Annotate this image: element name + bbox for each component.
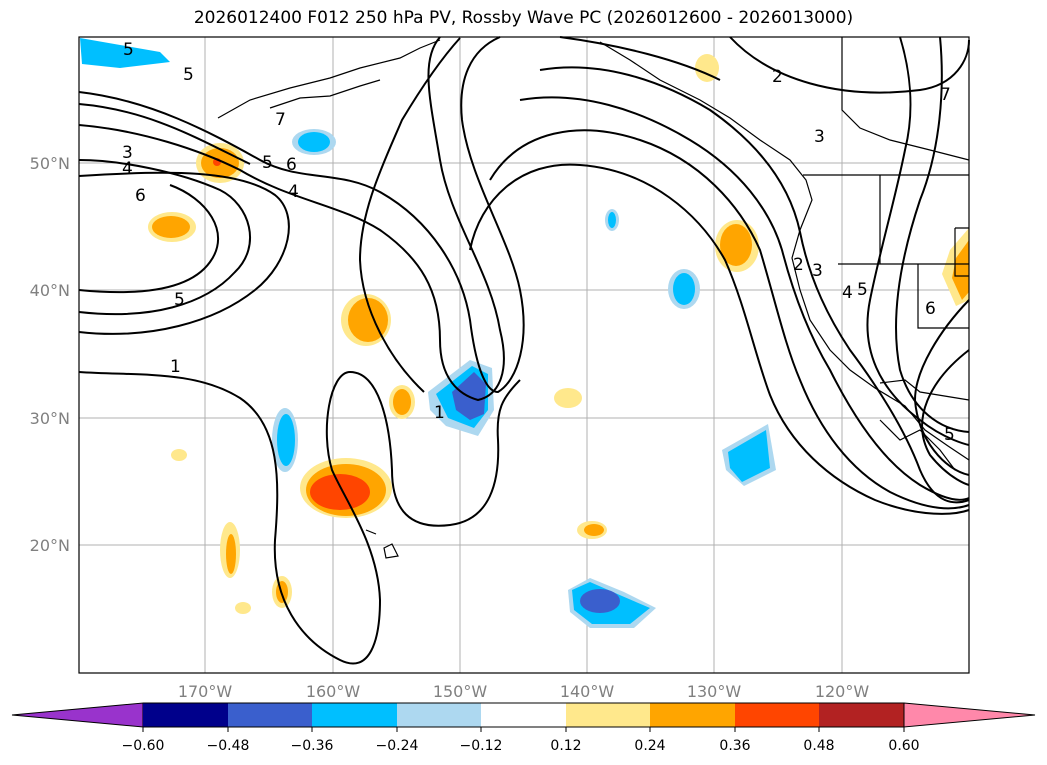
contour-label: 7: [940, 85, 951, 105]
contour-label: 4: [122, 159, 133, 179]
contour-label: 2: [793, 255, 804, 275]
colorbar-tick-label: 0.36: [719, 738, 750, 754]
colorbar-tick-label: −0.60: [122, 738, 165, 754]
anomaly-shading: [80, 38, 969, 628]
map-frame: [78, 36, 970, 674]
lat-tick-label: 20°N: [30, 536, 70, 555]
contour-label: 1: [170, 357, 181, 377]
colorbar-extend-high: [903, 702, 1036, 728]
colorbar-bin: [650, 703, 735, 727]
lon-tick-label: 120°W: [815, 682, 870, 701]
contour-label: 4: [288, 182, 299, 202]
lat-tick-label: 40°N: [30, 281, 70, 300]
contour-label: 6: [135, 186, 146, 206]
positive-anomaly: [554, 388, 582, 408]
pv-contours: [78, 36, 970, 665]
colorbar-tick-label: 0.48: [803, 738, 834, 754]
positive-anomaly: [171, 449, 187, 461]
contour-label: 5: [183, 65, 194, 85]
colorbar-bin: [143, 703, 228, 727]
colorbar-tick-label: 0.60: [888, 738, 919, 754]
colorbar-bin: [481, 703, 566, 727]
lat-tick-label: 30°N: [30, 409, 70, 428]
contour-label: 6: [286, 155, 297, 175]
contour-label: 6: [925, 299, 936, 319]
colorbar-bin: [735, 703, 819, 727]
contour-label: 5: [262, 153, 273, 173]
contour-label: 4: [842, 283, 853, 303]
colorbar-tick-label: −0.48: [207, 738, 250, 754]
colorbar-bin: [312, 703, 397, 727]
negative-anomaly: [80, 38, 170, 68]
lon-tick-label: 170°W: [178, 682, 233, 701]
contour-label: 5: [857, 280, 868, 300]
colorbar-tick-label: 0.12: [550, 738, 581, 754]
lon-tick-label: 150°W: [433, 682, 488, 701]
colorbar-tick-label: 0.24: [634, 738, 665, 754]
contour-label: 7: [275, 110, 286, 130]
colorbar-bin: [566, 703, 650, 727]
gridlines: [79, 37, 969, 673]
lon-tick-label: 140°W: [560, 682, 615, 701]
lon-tick-label: 130°W: [687, 682, 742, 701]
lat-tick-labels: 50°N 40°N 30°N 20°N: [30, 154, 70, 555]
positive-anomaly: [235, 602, 251, 614]
lon-tick-labels: 170°W 160°W 150°W 140°W 130°W 120°W: [178, 682, 870, 701]
colorbar-extend-low: [11, 702, 144, 728]
contour-label: 3: [122, 143, 133, 163]
contour-label: 2: [772, 67, 783, 87]
colorbar-tick-label: −0.24: [376, 738, 419, 754]
colorbar-tick-label: −0.36: [291, 738, 334, 754]
contour-label: 3: [814, 127, 825, 147]
contour-label: 5: [944, 425, 955, 445]
contour-label: 5: [123, 40, 134, 60]
colorbar-bin: [819, 703, 904, 727]
colorbar: −0.60 −0.48 −0.36 −0.24 −0.12 0.12 0.24 …: [11, 702, 1036, 754]
contour-label: 3: [812, 261, 823, 281]
lat-tick-label: 50°N: [30, 154, 70, 173]
colorbar-bin: [397, 703, 481, 727]
chart-title: 2026012400 F012 250 hPa PV, Rossby Wave …: [193, 8, 854, 28]
colorbar-tick-label: −0.12: [460, 738, 503, 754]
contour-label: 1: [434, 403, 445, 423]
colorbar-bin: [228, 703, 312, 727]
contour-label: 5: [174, 290, 185, 310]
positive-anomaly: [695, 54, 719, 82]
lon-tick-label: 160°W: [306, 682, 361, 701]
contour-labels: 5 5 3 4 6 5 6 4 7 5 1 1 2 3 7 2 3 4 5 6 …: [122, 40, 955, 445]
